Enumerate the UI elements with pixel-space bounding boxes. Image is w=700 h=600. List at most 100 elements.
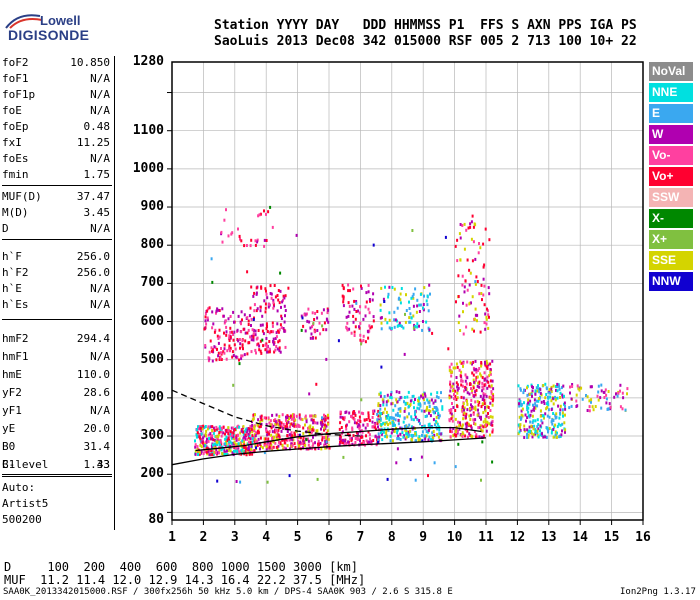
echo-point: [228, 438, 231, 442]
echo-point: [276, 294, 279, 297]
echo-point: [376, 421, 379, 425]
echo-point: [200, 432, 203, 436]
echo-point: [518, 402, 520, 406]
echo-point: [369, 299, 371, 303]
echo-point: [391, 421, 394, 424]
echo-point: [290, 442, 293, 446]
echo-point: [218, 451, 221, 455]
echo-point: [483, 321, 486, 325]
echo-point: [311, 445, 314, 448]
echo-point: [288, 474, 291, 478]
echo-point: [380, 316, 383, 320]
echo-point: [274, 441, 277, 445]
y-tick-label: 1000: [132, 160, 164, 176]
echo-point: [409, 399, 412, 403]
echo-point: [279, 425, 282, 429]
echo-point: [352, 287, 355, 291]
echo-point: [321, 436, 324, 440]
echo-point: [605, 393, 608, 397]
echo-point: [377, 437, 380, 441]
echo-point: [418, 396, 421, 400]
echo-point: [544, 435, 547, 439]
echo-point: [378, 392, 381, 396]
echo-point: [347, 301, 350, 305]
echo-point: [372, 292, 375, 296]
echo-point: [484, 393, 487, 397]
footer-version: Ion2Png 1.3.17: [620, 587, 696, 597]
echo-point: [250, 444, 253, 448]
echo-point: [466, 421, 469, 425]
echo-point: [345, 315, 348, 319]
echo-point: [373, 423, 376, 427]
echo-point: [197, 427, 200, 431]
echo-point: [448, 394, 451, 398]
echo-point: [399, 324, 402, 328]
echo-point: [529, 420, 532, 424]
echo-point: [564, 404, 566, 408]
echo-point: [225, 357, 228, 361]
echo-point: [199, 443, 202, 447]
echo-point: [243, 443, 246, 447]
echo-point: [522, 391, 525, 395]
echo-point: [283, 320, 286, 324]
echo-point: [533, 406, 536, 410]
echo-point: [222, 431, 224, 435]
echo-point: [289, 414, 292, 418]
echo-point: [557, 404, 560, 408]
echo-point: [403, 416, 406, 420]
echo-point: [396, 400, 399, 404]
echo-point: [230, 330, 233, 334]
x-tick-label: 12: [509, 530, 526, 545]
echo-point: [290, 431, 293, 435]
echo-point: [409, 312, 412, 316]
echo-point: [547, 428, 550, 432]
echo-point: [257, 437, 260, 441]
echo-point: [474, 280, 477, 284]
echo-point: [271, 413, 274, 417]
echo-point: [414, 410, 416, 414]
echo-point: [396, 437, 399, 441]
echo-point: [523, 401, 525, 405]
echo-point: [466, 435, 469, 439]
echo-point: [218, 328, 221, 332]
echo-point: [345, 424, 347, 428]
x-tick-label: 3: [230, 530, 239, 545]
echo-point: [272, 342, 275, 346]
echo-point: [483, 383, 486, 387]
echo-point: [407, 430, 410, 434]
param-key: hmE: [2, 368, 22, 381]
echo-point: [207, 433, 210, 437]
echo-point: [388, 418, 391, 422]
echo-point: [475, 433, 478, 437]
echo-point: [250, 285, 253, 289]
echo-point: [207, 359, 210, 363]
echo-point: [484, 377, 487, 381]
echo-point: [367, 283, 370, 287]
echo-point: [475, 375, 478, 379]
echo-point: [409, 458, 412, 462]
echo-point: [243, 313, 246, 317]
echo-point: [238, 425, 241, 429]
echo-point: [229, 430, 232, 434]
echo-point: [563, 401, 566, 405]
echo-point: [478, 401, 481, 404]
echo-point: [360, 284, 362, 288]
echo-point: [231, 355, 234, 359]
echo-point: [365, 291, 368, 295]
echo-point: [550, 390, 553, 393]
echo-point: [224, 319, 227, 323]
echo-point: [588, 409, 591, 413]
echo-point: [463, 406, 466, 410]
echo-point: [487, 380, 490, 384]
echo-point: [482, 242, 485, 246]
echo-point: [400, 324, 403, 328]
echo-point: [218, 427, 221, 431]
param-row-yf1: yF1 N/A: [2, 404, 110, 419]
echo-point: [487, 313, 490, 317]
echo-point: [360, 398, 363, 402]
echo-point: [518, 415, 521, 419]
echo-point: [263, 209, 265, 213]
echo-point: [398, 414, 401, 418]
echo-point: [348, 310, 351, 314]
echo-point: [424, 437, 427, 441]
